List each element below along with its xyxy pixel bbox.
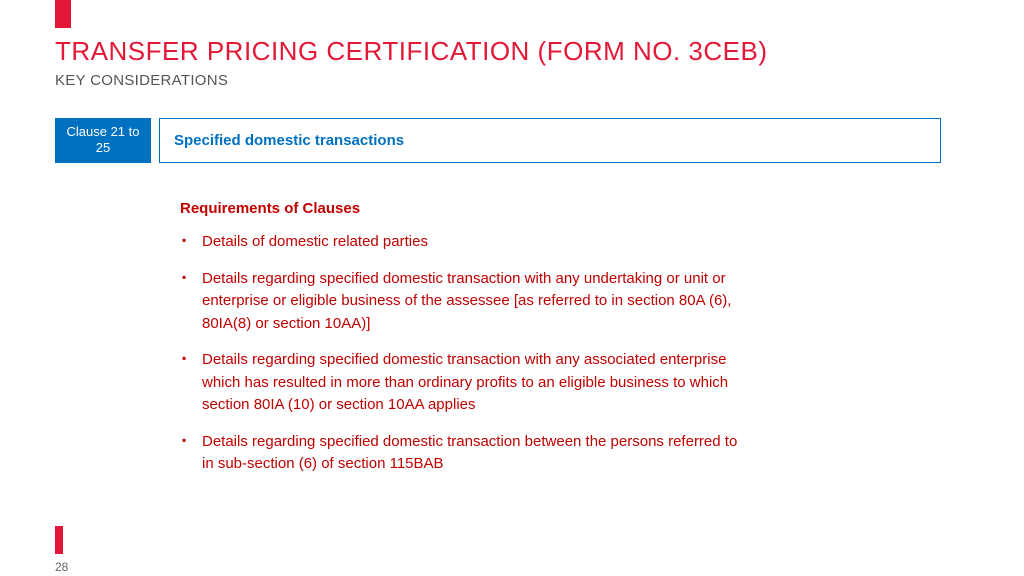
- list-item: Details regarding specified domestic tra…: [180, 349, 740, 417]
- slide-title: TRANSFER PRICING CERTIFICATION (FORM NO.…: [55, 36, 768, 67]
- content-area: Requirements of Clauses Details of domes…: [180, 200, 740, 490]
- clause-badge: Clause 21 to 25: [55, 118, 151, 163]
- slide-subtitle: KEY CONSIDERATIONS: [55, 72, 228, 89]
- clause-row: Clause 21 to 25 Specified domestic trans…: [55, 118, 941, 163]
- requirements-list: Details of domestic related parties Deta…: [180, 231, 740, 476]
- list-item: Details regarding specified domestic tra…: [180, 268, 740, 336]
- top-accent-bar: [55, 0, 71, 28]
- bottom-accent-bar: [55, 526, 63, 554]
- requirements-heading: Requirements of Clauses: [180, 200, 740, 217]
- list-item: Details regarding specified domestic tra…: [180, 431, 740, 476]
- page-number: 28: [55, 560, 68, 574]
- list-item: Details of domestic related parties: [180, 231, 740, 254]
- clause-label-box: Specified domestic transactions: [159, 118, 941, 163]
